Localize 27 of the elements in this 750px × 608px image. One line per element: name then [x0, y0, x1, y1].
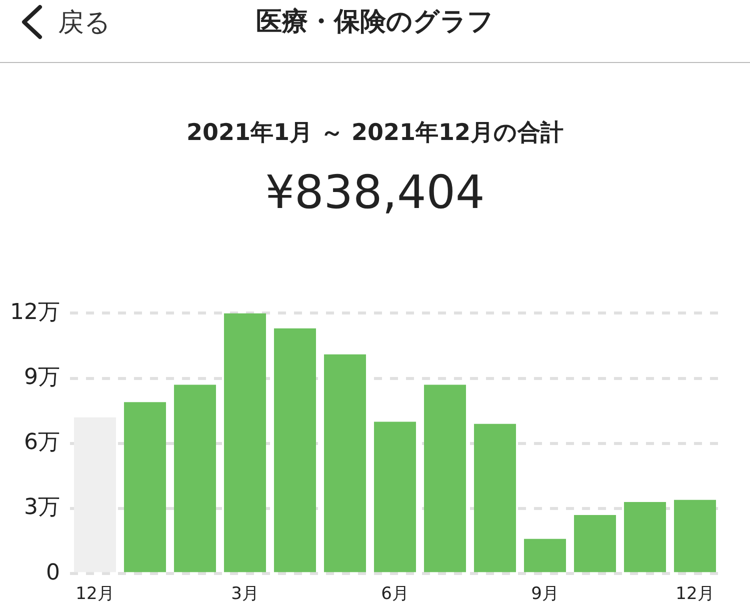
bar [474, 424, 516, 572]
bar [574, 515, 616, 572]
bar [224, 313, 266, 572]
y-tick-label: 0 [46, 560, 60, 586]
bar [374, 422, 416, 572]
x-tick-label: 12月 [676, 584, 714, 604]
bar [674, 500, 716, 572]
bar [274, 328, 316, 572]
bar [174, 384, 216, 572]
x-tick-label: 12月 [76, 584, 114, 604]
bar [324, 354, 366, 572]
chart-title: 医療・保険のグラフ [256, 7, 494, 37]
bar [524, 538, 566, 572]
x-tick-label: 6月 [381, 584, 409, 604]
bar [74, 417, 116, 572]
y-tick-label: 6万 [24, 430, 60, 456]
bar [124, 402, 166, 572]
text: 戻る [58, 6, 111, 40]
y-tick-label: 12万 [10, 300, 60, 325]
x-tick-label: 3月 [231, 584, 259, 604]
y-tick-label: 9万 [24, 365, 60, 390]
bar [624, 502, 666, 572]
x-tick-label: 9月 [531, 584, 559, 604]
chart-subtitle: 2021年1月 ～ 2021年12月の合計 [185, 119, 565, 148]
text: ¥838,404 [264, 165, 486, 219]
bar [424, 384, 466, 572]
y-tick-label: 3万 [24, 495, 60, 520]
